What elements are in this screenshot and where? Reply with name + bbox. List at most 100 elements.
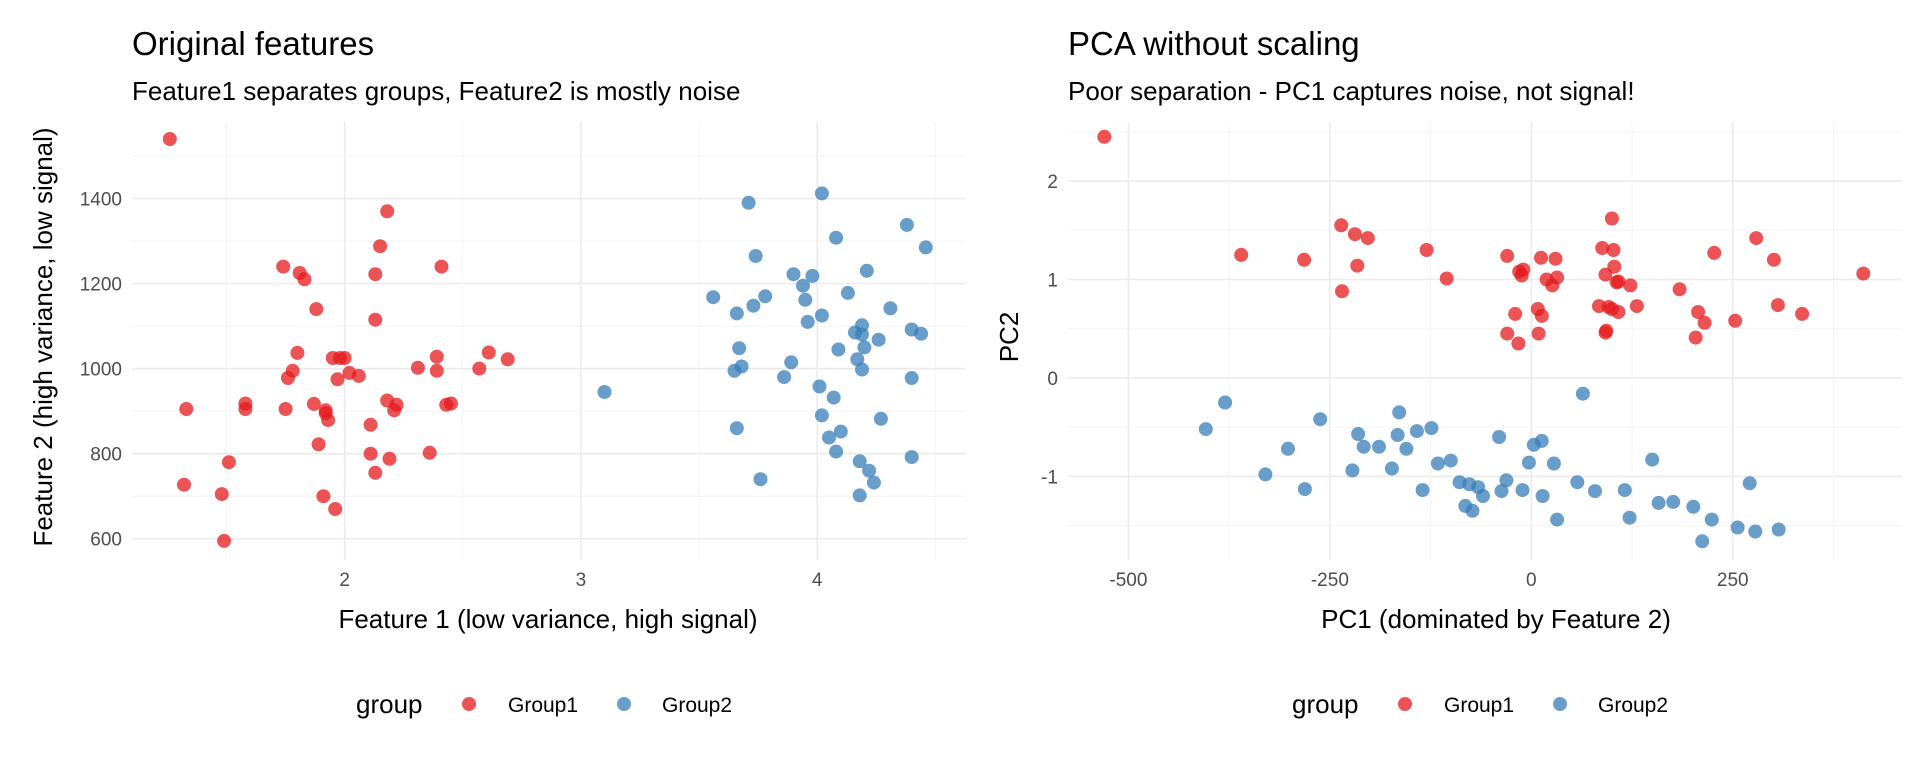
point-group1 [351,368,366,383]
point-group1 [177,477,191,492]
point-group1 [1604,211,1619,226]
point-group2 [1651,495,1666,510]
point-group2 [1384,461,1399,476]
legend-key-group2 [617,697,631,711]
point-group2 [1281,441,1295,456]
legend-title: group [356,689,423,719]
point-group2 [1535,489,1550,503]
point-group1 [1097,129,1112,144]
point-group2 [1492,430,1507,444]
point-group2 [866,475,881,490]
point-group2 [784,355,799,370]
point-group1 [429,363,444,378]
point-group2 [883,301,898,316]
point-group1 [1439,271,1454,286]
point-group2 [814,186,829,201]
point-group2 [855,327,869,342]
point-group1 [1548,251,1563,266]
point-group1 [290,345,305,360]
x-axis-label: PC1 (dominated by Feature 2) [1321,604,1671,634]
gridlines [132,122,966,560]
point-group2 [796,278,810,293]
y-tick-label: 0 [1047,369,1058,390]
point-group1 [217,533,232,548]
point-group1 [214,487,229,502]
point-group2 [1356,439,1371,454]
y-tick-label: 800 [90,445,122,466]
point-group2 [734,359,749,374]
point-group1 [1297,252,1312,267]
point-group1 [373,239,388,254]
legend-label-group1: Group1 [1444,694,1514,717]
point-group2 [1521,455,1536,470]
point-group2 [852,488,867,503]
point-group1 [1508,306,1523,321]
point-group2 [1313,412,1328,427]
point-group1 [1511,336,1526,351]
point-group2 [1645,452,1660,467]
point-group2 [786,267,801,282]
point-group2 [729,421,744,436]
chart-subtitle: Feature1 separates groups, Feature2 is m… [132,76,740,106]
point-group2 [746,298,761,313]
x-axis-label: Feature 1 (low variance, high signal) [338,604,757,634]
data-points [162,132,933,548]
y-tick-label: 1 [1047,270,1058,291]
point-group1 [1611,274,1626,289]
tick-labels: -500 -250 0 250 -1 0 1 2 [1041,172,1749,591]
point-group2 [1392,405,1407,420]
data-points [1097,129,1871,549]
point-group1 [380,204,395,219]
point-group2 [1476,489,1490,503]
legend-title: group [1292,689,1359,719]
point-group2 [732,341,747,356]
point-group2 [904,450,919,465]
y-tick-label: 1000 [80,360,122,381]
point-group2 [871,332,886,347]
point-group2 [1686,499,1701,514]
point-group2 [918,240,933,255]
y-tick-label: 2 [1047,172,1058,193]
y-tick-label: 1400 [80,190,122,211]
point-group2 [1218,395,1233,410]
point-group1 [1500,326,1515,341]
point-group1 [1629,299,1644,314]
point-group1 [434,259,449,274]
point-group2 [748,249,763,263]
point-group2 [1742,476,1757,491]
legend-key-group1 [1398,697,1412,711]
legend-label-group1: Group1 [508,694,578,717]
point-group1 [1672,282,1687,297]
point-group2 [1499,473,1514,488]
point-group2 [1575,386,1590,401]
point-group1 [1234,247,1249,262]
point-group1 [285,363,300,378]
point-group1 [1516,262,1531,277]
point-group1 [1623,278,1638,293]
point-group1 [1766,252,1781,267]
point-group2 [1297,482,1312,497]
legend-key-group2 [1553,697,1567,711]
point-group2 [822,430,836,445]
point-group2 [1588,484,1602,499]
chart-subtitle: Poor separation - PC1 captures noise, no… [1068,76,1635,106]
y-tick-label: -1 [1041,467,1058,488]
point-group2 [1424,421,1439,436]
point-group1 [1534,308,1549,323]
point-group2 [1617,483,1632,498]
point-group2 [706,290,721,305]
point-group2 [826,390,841,405]
point-group2 [1415,483,1430,498]
point-group1 [330,372,345,387]
point-group1 [297,272,312,287]
point-group1 [1606,243,1621,257]
y-axis-label: Feature 2 (high variance, low signal) [28,127,58,546]
point-group2 [777,370,792,385]
point-group1 [1419,243,1434,257]
point-group2 [833,424,848,439]
point-group1 [1347,227,1362,242]
point-group1 [1770,298,1785,313]
legend-label-group2: Group2 [662,694,732,717]
